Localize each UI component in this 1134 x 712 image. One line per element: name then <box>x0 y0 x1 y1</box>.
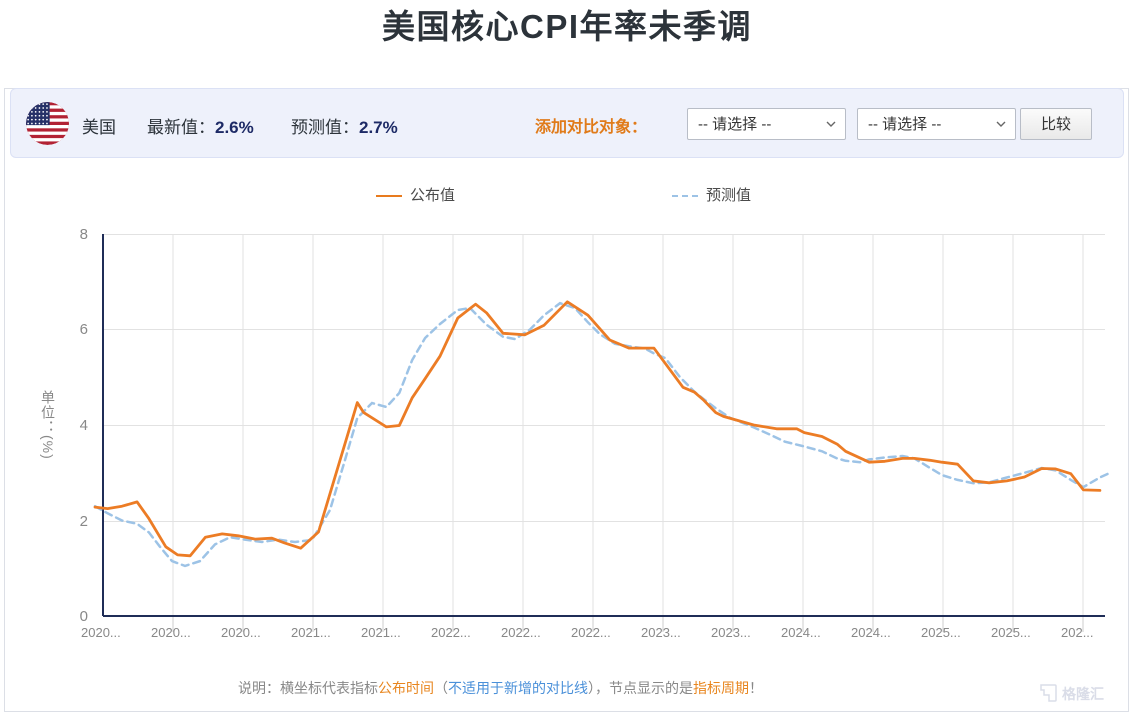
svg-text:8: 8 <box>80 226 88 243</box>
svg-text:4: 4 <box>80 417 88 434</box>
svg-text:6: 6 <box>80 321 88 338</box>
svg-text:2: 2 <box>80 513 88 530</box>
svg-text:0: 0 <box>80 608 88 625</box>
svg-text:格隆汇: 格隆汇 <box>1062 686 1104 702</box>
